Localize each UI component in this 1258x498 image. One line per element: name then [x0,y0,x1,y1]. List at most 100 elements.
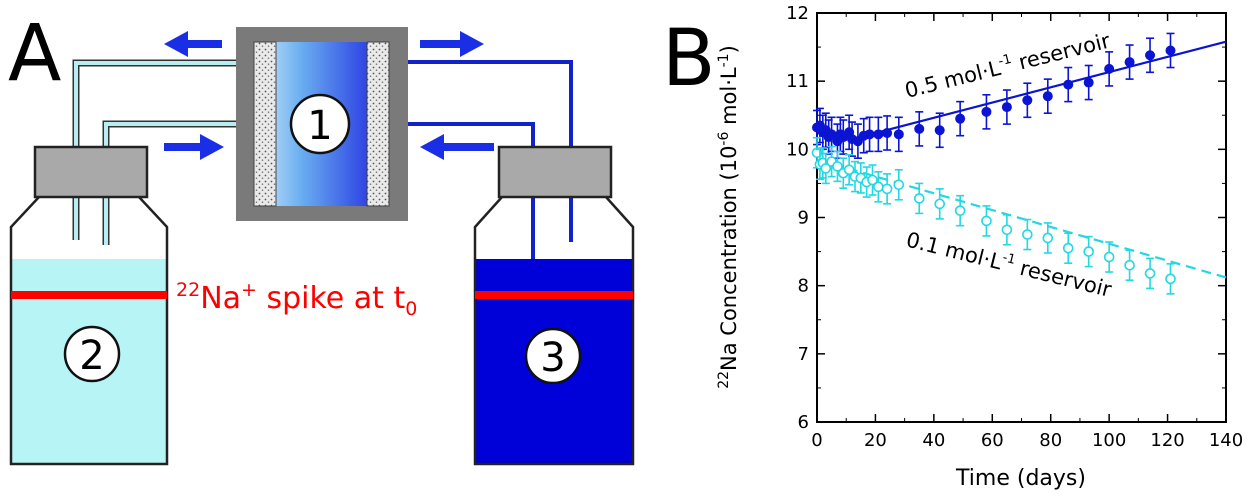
data-point-series-0 [864,129,875,140]
data-point-series-1 [954,205,966,216]
data-point-series-0 [1001,102,1012,113]
data-point-series-1 [1022,229,1033,240]
x-tick-label: 0 [811,430,822,451]
fit-lines [816,40,1227,279]
x-tick-label: 60 [981,430,1004,451]
arrow-left-icon [420,134,494,160]
panel-b-label: B [662,14,716,104]
spike-line-right [475,291,633,299]
series-label-0-1-tail: reservoir [1011,254,1114,302]
y-tick-label: 10 [786,139,809,160]
right-bottle-cap [497,145,613,199]
data-point-series-1 [1083,246,1094,257]
spike-time-subscript: 0 [405,298,417,320]
data-point-series-0 [826,129,837,140]
y-label-end: ) [717,45,741,53]
x-tick-label: 40 [922,430,945,451]
y-label-isotope-mass: 22 [716,371,732,389]
x-tick-label: 20 [864,430,887,451]
data-point-series-0 [981,106,992,117]
data-point-series-0 [873,129,884,140]
series-label-0-5-main: 0.5 mol·L [902,56,1003,103]
y-label-mid: mol·L [717,67,741,131]
left-bottle-number: 2 [79,333,104,379]
data-point-series-1 [913,193,925,204]
data-point-series-0 [1063,79,1074,90]
data-point-series-0 [1145,50,1156,61]
data-point-series-0 [1022,95,1033,106]
spike-middle: spike at t [257,281,406,316]
right-bottle-number: 3 [540,335,565,381]
data-point-series-1 [867,174,878,186]
series-label-0-1-main: 0.1 mol·L [904,228,1005,275]
data-point-series-0 [914,123,925,134]
data-point-series-1 [1124,259,1135,271]
data-point-series-1 [820,163,832,174]
chart-plot-area: 0 20 40 60 80 100 120 140 6 7 8 9 10 11 12 [786,3,1243,451]
data-point-series-1 [881,183,893,195]
arrow-left-icon [164,31,222,57]
right-inner-tube [385,122,535,262]
y-axis-label: 22Na Concentration (10-6 mol·L-1) [716,45,741,389]
x-tick-label: 140 [1209,430,1243,451]
spike-isotope-mass: 22 [176,279,200,301]
data-point-series-1 [1001,224,1013,236]
right-bottle-outline [473,196,635,466]
axis-ticks: 0 20 40 60 80 100 120 140 6 7 8 9 10 11 12 [786,3,1243,451]
cell-number: 1 [307,103,332,149]
data-point-series-1 [832,161,843,172]
spike-line-left [11,291,167,299]
panel-a-label: A [8,9,61,99]
data-point-series-0 [955,113,966,124]
left-bottle: 2 [9,145,169,466]
data-point-series-0 [1104,63,1115,74]
panel-b: B 0 20 40 60 80 100 120 140 6 7 8 9 10 11 12 Time (day… [662,3,1243,491]
data-point-series-1 [1062,242,1074,254]
panel-a: A 2 3 [8,9,635,466]
data-point-series-0 [1083,77,1094,88]
x-tick-label: 100 [1092,430,1126,451]
left-filter [253,41,277,207]
left-bottle-badge [63,325,121,383]
data-point-series-1 [1165,273,1176,285]
left-bottle-outline [9,196,169,466]
right-bottle-badge [524,327,582,385]
series-label-0-5-exp: -1 [997,52,1013,70]
x-tick-label: 120 [1150,430,1184,451]
x-axis-label: Time (days) [955,466,1086,491]
data-point-series-1 [934,198,946,210]
data-point-series-0 [1165,45,1176,56]
x-tick-label: 80 [1039,430,1062,451]
data-point-series-1 [893,179,905,191]
right-bottle: 3 [473,145,635,466]
series-label-0-5-tail: reservoir [1010,29,1113,77]
y-tick-label: 12 [786,3,809,24]
series-label-0-1: 0.1 mol·L-1 reservoir [904,227,1115,302]
data-point-series-1 [843,164,855,176]
left-bottle-cap [33,145,149,199]
y-tick-label: 9 [798,208,809,229]
data-point-series-1 [1103,251,1115,263]
y-label-exp1: -6 [716,132,732,146]
data-point-series-0 [882,127,893,138]
data-point-series-0 [1124,57,1135,68]
flow-arrows [164,31,494,160]
spike-element: Na [200,281,241,316]
y-label-exp2: -1 [716,53,732,67]
arrow-right-icon [164,134,224,160]
y-label-main: Na Concentration (10 [717,146,741,371]
series-label-0-1-exp: -1 [1001,250,1017,268]
y-tick-label: 7 [798,344,809,365]
data-point-series-1 [1042,232,1054,244]
arrow-right-icon [420,31,484,57]
diffusion-cell: 1 [236,27,408,221]
data-point-series-1 [981,215,992,227]
fit-line-series-1 [816,158,1227,279]
y-tick-label: 6 [798,412,809,433]
spike-label: 22Na+ spike at t0 [176,279,417,320]
data-point-series-1 [873,181,884,193]
data-point-series-0 [893,129,904,140]
cell-badge [289,93,351,155]
right-filter [366,41,390,207]
